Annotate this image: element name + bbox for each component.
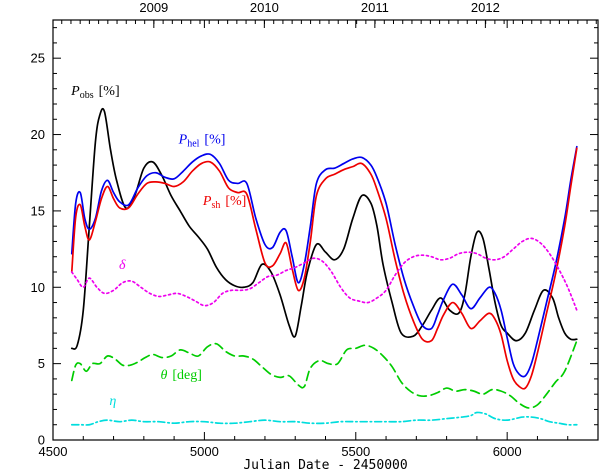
- y-tick-label: 15: [31, 203, 45, 218]
- annotation-theta: θ [deg]: [160, 368, 201, 383]
- annotation-p-hel: Phel [%]: [178, 133, 226, 150]
- x-tick-label: 4500: [39, 444, 68, 459]
- annotation-unit: [%]: [99, 84, 120, 99]
- annotation-eta: η: [109, 394, 116, 409]
- annotation-symbol: δ: [119, 258, 126, 273]
- year-label: 2010: [250, 0, 279, 15]
- annotation-unit: [%]: [225, 194, 246, 209]
- annotation-subscript: sh: [211, 200, 220, 211]
- x-axis-title: Julian Date - 2450000: [243, 458, 407, 473]
- year-label: 2012: [471, 0, 500, 15]
- annotation-unit: [%]: [204, 133, 225, 148]
- series-line-p-sh: [70, 147, 578, 390]
- axes: 4500 5000 5500 6000 0 5 10 15 20 25 2009 2010 2011 20…: [31, 0, 599, 459]
- y-tick-label: 20: [31, 127, 45, 142]
- plot-series-group: [70, 107, 578, 426]
- annotation-p-sh: Psh [%]: [202, 194, 246, 211]
- y-tick-label: 25: [31, 51, 45, 66]
- annotation-symbol: θ: [160, 368, 167, 383]
- annotation-symbol: η: [109, 394, 116, 409]
- annotation-p-obs: Pobs [%]: [70, 84, 119, 101]
- series-annotations: Pobs [%] Phel [%] Psh [%] δ θ [deg] η: [70, 84, 246, 409]
- series-line-p-hel: [70, 145, 578, 378]
- year-label: 2009: [139, 0, 168, 15]
- y-tick-label: 0: [38, 433, 45, 448]
- x-tick-label: 5000: [190, 444, 219, 459]
- annotation-delta: δ: [119, 258, 126, 273]
- annotation-subscript: obs: [80, 90, 94, 101]
- x-tick-label: 6000: [493, 444, 522, 459]
- plot-frame: [52, 19, 599, 441]
- year-label: 2011: [361, 0, 389, 15]
- x-tick-label: 5500: [341, 444, 370, 459]
- annotation-unit: [deg]: [172, 368, 202, 383]
- y-tick-label: 10: [31, 280, 45, 295]
- annotation-subscript: hel: [187, 139, 199, 150]
- y-tick-label: 5: [38, 356, 45, 371]
- annotation-symbol: P: [178, 133, 188, 148]
- series-line-theta: [70, 339, 578, 409]
- annotation-symbol: P: [70, 84, 80, 99]
- series-line-eta: [70, 411, 578, 426]
- series-line-delta: [70, 237, 578, 312]
- annotation-symbol: P: [202, 194, 212, 209]
